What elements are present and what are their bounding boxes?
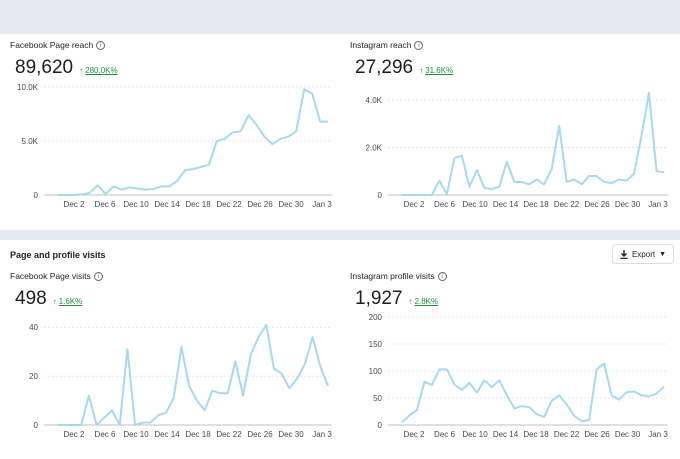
facebook-visits-title-text: Facebook Page visits <box>10 271 91 281</box>
facebook-visits-change[interactable]: 1.6K% <box>58 297 83 306</box>
arrow-up-icon: ↑ <box>408 297 413 306</box>
series-line[interactable] <box>58 88 328 196</box>
instagram-reach-title: Instagram reach i <box>350 40 424 50</box>
instagram-visits-metric: 1,927 ↑ 2.8K% <box>355 288 438 310</box>
info-icon[interactable]: i <box>96 40 106 50</box>
x-tick-label: Dec 14 <box>154 200 180 209</box>
x-tick-label: Dec 6 <box>95 200 116 209</box>
x-tick-label: Dec 26 <box>584 200 610 209</box>
download-icon <box>620 249 628 259</box>
reach-card: Facebook Page reach i 89,620 ↑ 280.0K% 0… <box>0 34 680 230</box>
x-tick-label: Dec 22 <box>216 430 242 439</box>
x-tick-label: Dec 30 <box>615 200 641 209</box>
x-tick-label: Dec 22 <box>554 430 580 439</box>
instagram-visits-trend: ↑ 2.8K% <box>409 297 439 306</box>
visits-card: Page and profile visits Export ▼ Faceboo… <box>0 240 680 459</box>
x-tick-label: Dec 2 <box>64 200 85 209</box>
x-tick-label: Jan 3 <box>648 200 668 209</box>
facebook-reach-chart: 0 5.0K 10.0K Dec 2 Dec 6 Dec 10 Dec 14 Dec 18 De… <box>17 83 332 209</box>
facebook-visits-chart: 0 20 40 Dec 2 Dec 6 Dec 10 Dec 14 Dec 18 Dec 22 D… <box>29 323 332 439</box>
y-tick-label: 0 <box>378 191 383 200</box>
x-tick-label: Dec 10 <box>462 430 488 439</box>
info-icon[interactable]: i <box>437 271 447 281</box>
y-tick-label: 10.0K <box>17 83 39 92</box>
x-tick-label: Dec 18 <box>523 430 549 439</box>
y-tick-label: 200 <box>369 313 383 322</box>
arrow-up-icon: ↑ <box>79 66 84 75</box>
instagram-reach-trend: ↑ 31.6K% <box>419 66 453 75</box>
export-button[interactable]: Export ▼ <box>612 244 674 264</box>
y-tick-label: 2.0K <box>366 143 383 152</box>
y-tick-label: 4.0K <box>366 96 383 105</box>
arrow-up-icon: ↑ <box>52 297 57 306</box>
x-tick-label: Dec 10 <box>123 430 149 439</box>
facebook-visits-value: 498 <box>15 288 47 309</box>
x-tick-label: Jan 3 <box>312 200 332 209</box>
instagram-reach-title-text: Instagram reach <box>350 40 412 50</box>
y-tick-label: 150 <box>369 340 383 349</box>
y-tick-label: 0 <box>34 421 39 430</box>
x-tick-label: Dec 2 <box>64 430 85 439</box>
x-tick-label: Dec 14 <box>493 430 519 439</box>
export-label: Export <box>631 249 656 259</box>
y-tick-label: 0 <box>378 421 383 430</box>
x-tick-label: Dec 18 <box>523 200 549 209</box>
instagram-visits-change[interactable]: 2.8K% <box>414 297 439 306</box>
x-tick-label: Dec 26 <box>584 430 610 439</box>
x-tick-label: Dec 2 <box>404 430 425 439</box>
x-tick-label: Dec 10 <box>123 200 149 209</box>
x-tick-label: Jan 3 <box>648 430 668 439</box>
x-tick-label: Jan 3 <box>312 430 332 439</box>
instagram-visits-title-text: Instagram profile visits <box>350 271 435 281</box>
arrow-up-icon: ↑ <box>419 66 424 75</box>
x-tick-label: Dec 30 <box>278 200 304 209</box>
facebook-reach-title-text: Facebook Page reach <box>10 40 94 50</box>
instagram-visits-chart: 0 50 100 150 200 Dec 2 Dec 6 Dec 10 Dec 14 Dec 18… <box>369 313 669 439</box>
facebook-visits-trend: ↑ 1.6K% <box>53 297 83 306</box>
x-tick-label: Dec 6 <box>434 430 455 439</box>
instagram-visits-value: 1,927 <box>355 288 403 309</box>
info-icon[interactable]: i <box>93 271 103 281</box>
x-tick-label: Dec 14 <box>493 200 519 209</box>
instagram-reach-chart: 0 2.0K 4.0K Dec 2 Dec 6 Dec 10 Dec 14 Dec 18 Dec… <box>366 91 668 209</box>
x-tick-label: Dec 30 <box>615 430 641 439</box>
info-icon[interactable]: i <box>414 40 424 50</box>
x-tick-label: Dec 22 <box>554 200 580 209</box>
facebook-reach-title: Facebook Page reach i <box>10 40 106 50</box>
x-tick-label: Dec 26 <box>247 200 273 209</box>
x-tick-label: Dec 22 <box>216 200 242 209</box>
y-tick-label: 50 <box>373 394 382 403</box>
x-tick-label: Dec 14 <box>154 430 180 439</box>
y-tick-label: 20 <box>29 372 38 381</box>
series-line[interactable] <box>401 362 665 424</box>
caret-down-icon: ▼ <box>659 250 667 258</box>
series-line[interactable] <box>58 323 329 426</box>
series-line[interactable] <box>402 91 665 196</box>
x-tick-label: Dec 18 <box>185 200 211 209</box>
facebook-visits-metric: 498 ↑ 1.6K% <box>15 288 82 310</box>
x-tick-label: Dec 6 <box>95 430 116 439</box>
facebook-reach-trend: ↑ 280.0K% <box>79 66 117 75</box>
y-tick-label: 40 <box>29 323 38 332</box>
x-tick-label: Dec 18 <box>185 430 211 439</box>
facebook-visits-title: Facebook Page visits i <box>10 271 103 281</box>
y-tick-label: 0 <box>34 191 39 200</box>
y-tick-label: 100 <box>369 367 383 376</box>
facebook-reach-value: 89,620 <box>15 57 74 78</box>
x-tick-label: Dec 30 <box>278 430 304 439</box>
x-tick-label: Dec 2 <box>404 200 425 209</box>
x-tick-label: Dec 26 <box>247 430 273 439</box>
instagram-reach-metric: 27,296 ↑ 31.6K% <box>355 57 453 79</box>
instagram-reach-value: 27,296 <box>355 57 414 78</box>
facebook-reach-metric: 89,620 ↑ 280.0K% <box>15 57 118 79</box>
instagram-reach-change[interactable]: 31.6K% <box>425 66 454 75</box>
y-tick-label: 5.0K <box>22 137 39 146</box>
x-tick-label: Dec 6 <box>434 200 455 209</box>
x-tick-label: Dec 10 <box>462 200 488 209</box>
facebook-reach-change[interactable]: 280.0K% <box>85 66 118 75</box>
instagram-visits-title: Instagram profile visits i <box>350 271 447 281</box>
section-title: Page and profile visits <box>10 250 106 260</box>
